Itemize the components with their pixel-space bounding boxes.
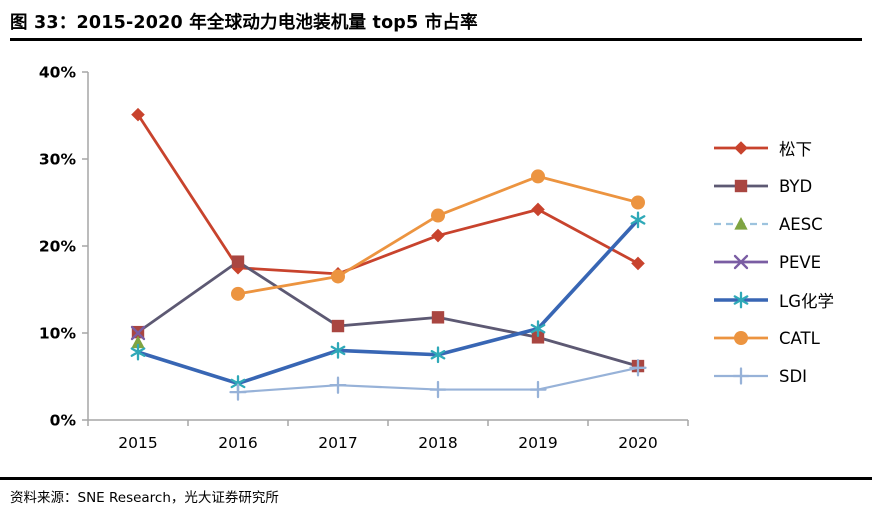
legend-label-SDI: SDI: [779, 366, 808, 386]
松下-marker: [131, 107, 145, 122]
legend-key-松下: [714, 141, 768, 155]
SDI-marker: [429, 380, 447, 399]
legend-item-AESC: AESC: [712, 205, 870, 243]
x-axis-tick-label: 2018: [418, 434, 457, 452]
BYD-marker: [431, 311, 445, 324]
legend-label-LG化学: LG化学: [779, 292, 834, 311]
legend-item-CATL: CATL: [712, 319, 870, 357]
legend-label-AESC: AESC: [779, 214, 823, 234]
BYD-marker: [734, 179, 748, 193]
footer-divider: [0, 477, 872, 480]
BYD-marker: [531, 331, 545, 344]
LG化学-marker: [130, 343, 146, 361]
松下-marker: [431, 228, 445, 243]
CATL-marker: [431, 208, 445, 223]
LG化学-marker: [530, 320, 546, 337]
BYD-marker: [231, 255, 245, 268]
chart-canvas: 0% 10% 20% 30% 40% 2015 2016 2017 2018 2019 2020: [39, 64, 689, 453]
series-AESC: [131, 335, 145, 349]
SDI-marker: [629, 359, 647, 377]
figure-title: 图 33：2015-2020 年全球动力电池装机量 top5 市占率: [10, 13, 478, 33]
松下-marker: [734, 141, 748, 155]
CATL-marker: [734, 331, 748, 345]
LG化学-marker: [733, 291, 749, 309]
series-BYD: [131, 255, 645, 373]
legend-item-松下: 松下: [712, 129, 870, 167]
legend-key-SDI: [714, 367, 768, 385]
SDI-marker: [329, 376, 347, 394]
legend-item-PEVE: PEVE: [712, 243, 870, 281]
x-axis-tick-label: 2016: [218, 434, 257, 452]
series-CATL: [231, 169, 645, 301]
松下-marker: [631, 256, 645, 271]
PEVE-marker: [130, 325, 146, 341]
series-松下: [131, 107, 645, 281]
legend-key-LG化学: [714, 291, 768, 309]
SDI-marker: [732, 367, 750, 385]
x-axis-tick-label: 2020: [618, 434, 657, 452]
legend-label-CATL: CATL: [779, 328, 820, 348]
LG化学-marker: [430, 346, 446, 364]
series-LG化学: [130, 211, 646, 392]
y-axis-tick-label: 10%: [39, 325, 77, 343]
legend-label-PEVE: PEVE: [779, 252, 822, 272]
series-SDI: [229, 359, 647, 401]
axis-labels: 0% 10% 20% 30% 40% 2015 2016 2017 2018 2019 2020: [39, 64, 658, 453]
BYD-marker: [331, 319, 345, 333]
legend-item-SDI: SDI: [712, 357, 870, 395]
chart-legend: 松下 BYD AESC PEVE LG化学 CATL SDI: [712, 129, 870, 395]
SDI-marker: [529, 380, 547, 399]
y-axis-tick-label: 40%: [39, 64, 77, 82]
legend-label-BYD: BYD: [779, 176, 813, 196]
CATL-marker: [531, 169, 545, 184]
series-PEVE: [130, 325, 146, 341]
legend-key-CATL: [714, 331, 768, 345]
CATL-marker: [231, 286, 245, 301]
x-axis-tick-label: 2019: [518, 434, 557, 452]
PEVE-marker: [733, 254, 749, 270]
AESC-marker: [131, 335, 145, 349]
legend-item-BYD: BYD: [712, 167, 870, 205]
AESC-marker: [734, 217, 748, 230]
y-axis-tick-label: 30%: [39, 151, 77, 169]
legend-label-松下: 松下: [779, 140, 812, 159]
x-axis-tick-label: 2017: [318, 434, 357, 452]
CATL-marker: [331, 269, 345, 284]
y-axis-tick-label: 0%: [50, 412, 77, 430]
CATL-marker: [631, 195, 645, 210]
source-note: 资料来源：SNE Research，光大证券研究所: [10, 490, 279, 506]
松下-marker: [531, 202, 545, 217]
x-axis-tick-label: 2015: [118, 434, 157, 452]
legend-key-PEVE: [714, 254, 768, 270]
legend-item-LG化学: LG化学: [712, 281, 870, 319]
axes: [82, 71, 689, 426]
y-axis-tick-label: 20%: [39, 238, 77, 256]
title-divider: [10, 38, 862, 41]
line-chart: 0% 10% 20% 30% 40% 2015 2016 2017 2018 2019 2020: [0, 55, 700, 475]
legend-key-AESC: [714, 217, 768, 230]
SDI-marker: [229, 383, 247, 401]
legend-key-BYD: [714, 179, 768, 193]
LG化学-marker: [330, 342, 346, 359]
LG化学-marker: [630, 211, 646, 229]
